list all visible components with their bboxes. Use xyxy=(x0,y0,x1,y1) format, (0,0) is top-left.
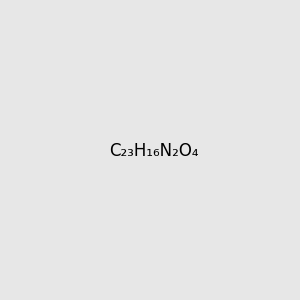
Text: C₂₃H₁₆N₂O₄: C₂₃H₁₆N₂O₄ xyxy=(109,142,199,160)
